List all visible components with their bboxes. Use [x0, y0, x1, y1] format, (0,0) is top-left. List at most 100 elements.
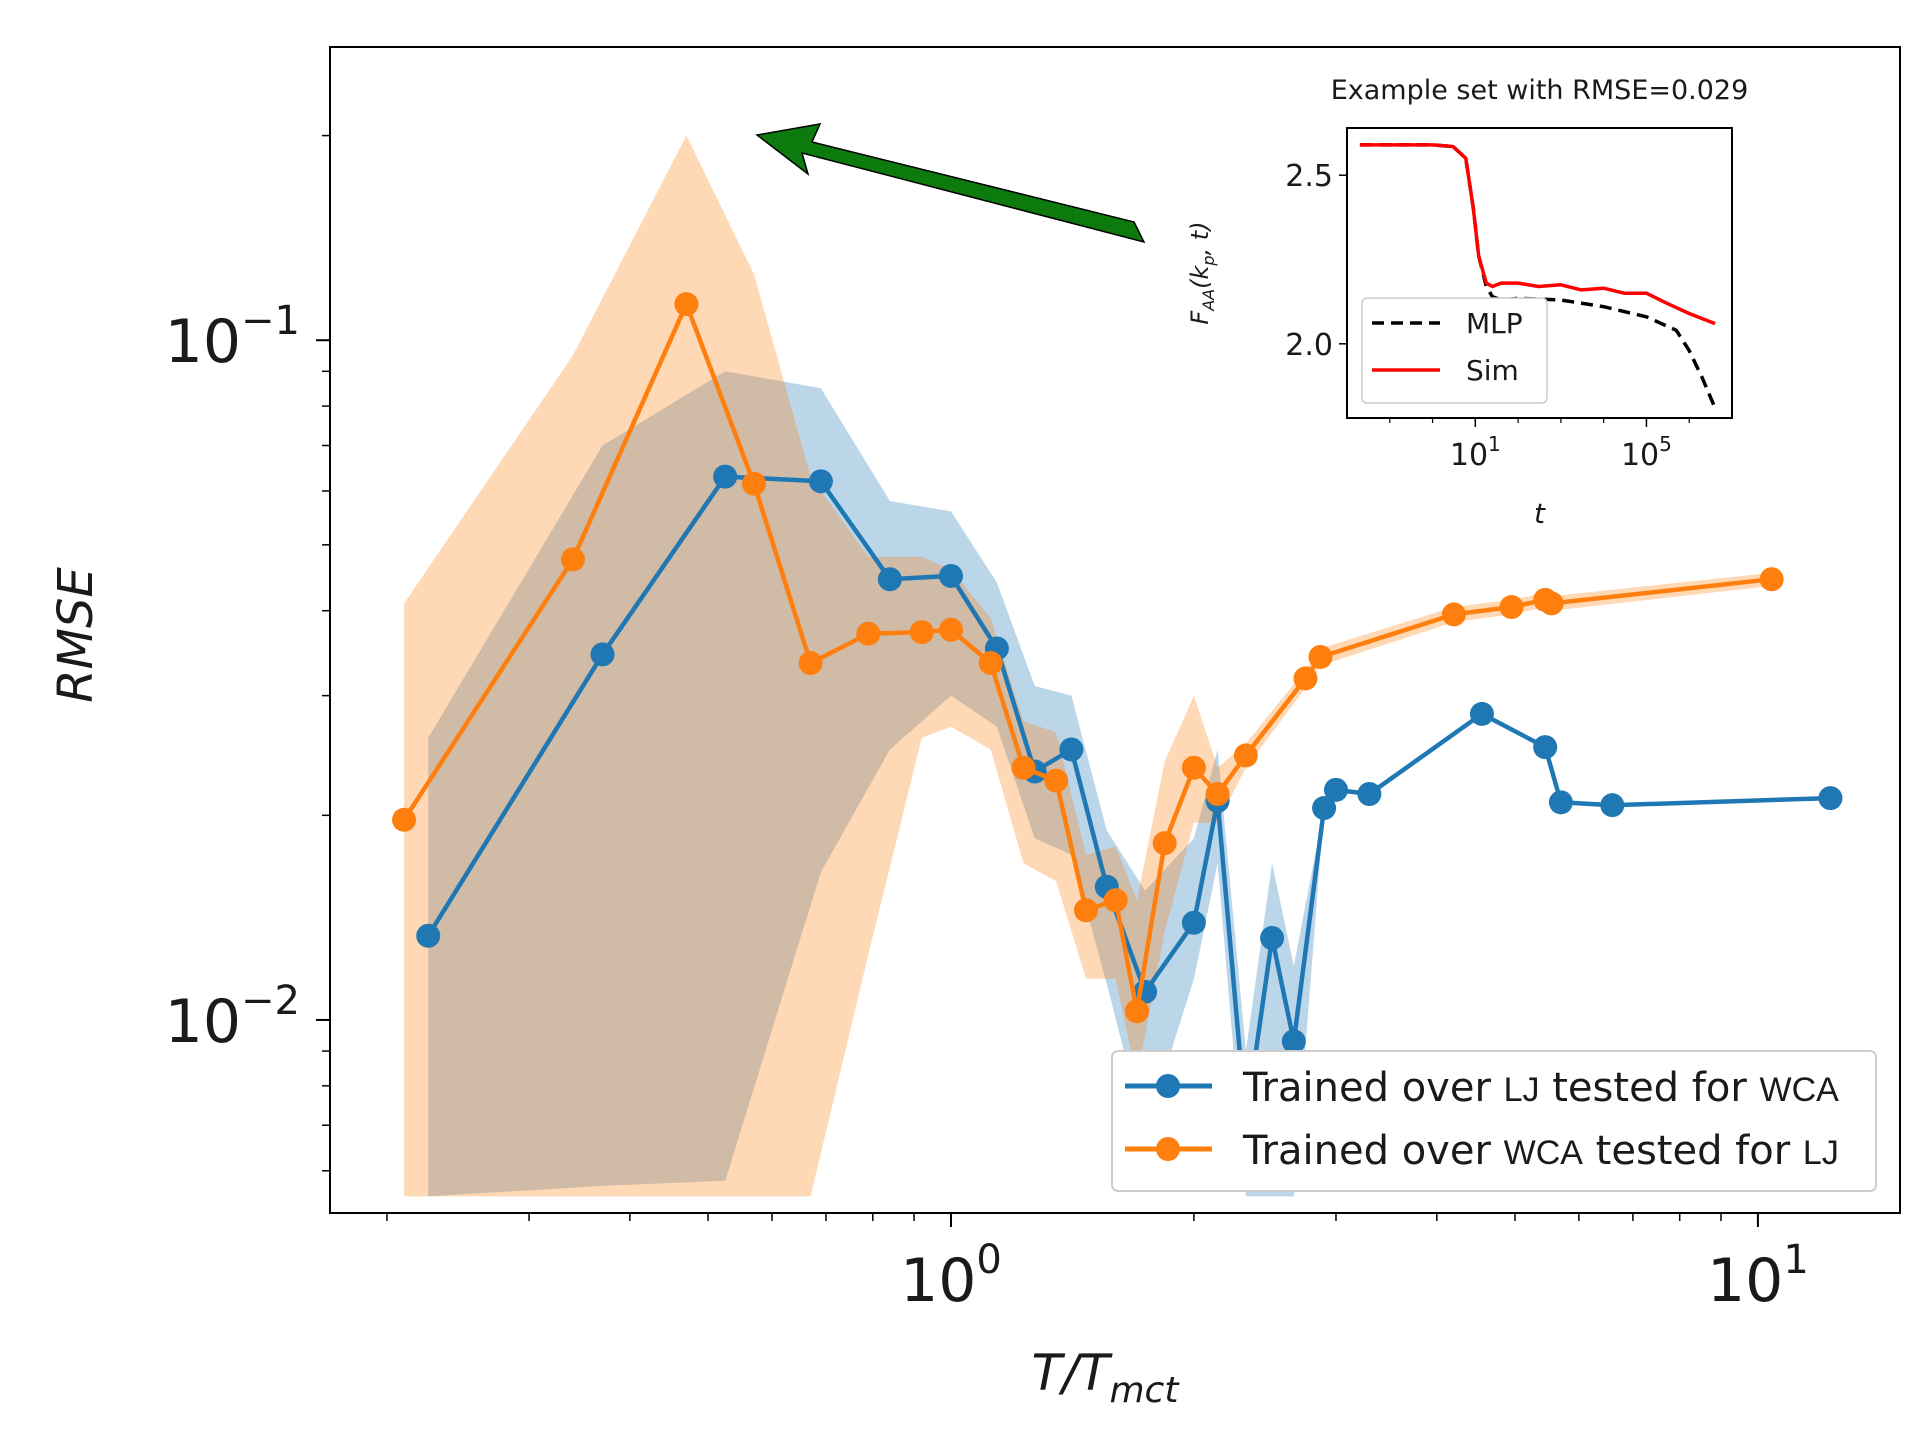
inset-line-sim: [1359, 143, 1716, 326]
confidence-bands: [404, 135, 1831, 1197]
inset-axes-frame: [1346, 127, 1733, 419]
data-point-series-1: [877, 567, 902, 592]
x-axis-label: T/Tmct: [1032, 1344, 1181, 1411]
y-axis-label: RMSE: [48, 567, 104, 703]
data-point-series-1: [1818, 786, 1843, 811]
legend-potential: LJ: [1504, 1071, 1540, 1109]
data-point-series-2: [1103, 888, 1128, 913]
y-tick-label: 10−1: [165, 298, 300, 377]
tick-base: 10: [165, 987, 241, 1057]
inset-y-axis-label: FAA(kp, t): [1186, 221, 1218, 324]
inset-legend-box: [1361, 297, 1548, 404]
tick-exponent: 0: [976, 1237, 1001, 1283]
x-tick-label: 101: [1707, 1237, 1809, 1316]
data-point-series-2: [1308, 644, 1333, 669]
inset-y-tick-label: 2.5: [1285, 159, 1333, 194]
data-point-series-2: [1759, 567, 1784, 592]
legend-text: tested for: [1540, 1065, 1760, 1111]
x-axis-label-sub: mct: [1109, 1370, 1180, 1411]
legend-potential: WCA: [1760, 1071, 1840, 1109]
legend-text: tested for: [1583, 1128, 1803, 1174]
data-point-series-2: [1124, 999, 1149, 1024]
tick-base: 10: [1621, 438, 1659, 473]
inset-x-axis-label: t: [1534, 497, 1546, 530]
data-point-series-1: [713, 464, 738, 489]
inset-y-tick-label: 2.0: [1285, 328, 1333, 363]
inset-x-tick-label: 101: [1450, 432, 1501, 473]
data-point-series-1: [1260, 925, 1285, 950]
legend-text: Trained over: [1242, 1065, 1504, 1111]
data-point-series-2: [560, 547, 585, 572]
data-point-series-2: [674, 292, 699, 317]
tick-base: 10: [1450, 438, 1488, 473]
data-point-series-1: [1533, 735, 1558, 760]
tick-base: 10: [900, 1246, 976, 1316]
inset-ylabel-args: (k: [1186, 265, 1214, 289]
x-axis-label-main: T/T: [1032, 1344, 1113, 1402]
tick-exponent: 1: [1783, 1237, 1808, 1283]
data-point-series-2: [1441, 602, 1466, 627]
legend-swatch-marker-1: [1156, 1074, 1180, 1098]
tick-exponent: 1: [1488, 432, 1501, 456]
data-point-series-1: [1281, 1029, 1306, 1054]
inset-ylabel-args-end: , t): [1186, 221, 1214, 255]
inset-legend-label-sim: Sim: [1466, 354, 1519, 387]
data-point-series-1: [1357, 781, 1382, 806]
legend-potential: WCA: [1504, 1134, 1584, 1172]
data-point-series-1: [938, 563, 963, 588]
inset-ylabel-sub: AA: [1199, 289, 1218, 312]
data-point-series-2: [1205, 781, 1230, 806]
data-point-series-2: [909, 620, 934, 645]
data-point-series-1: [1181, 910, 1206, 935]
data-point-series-2: [1152, 831, 1177, 856]
data-point-series-2: [1044, 768, 1069, 793]
data-point-series-2: [938, 617, 963, 642]
band-series-2: [404, 135, 1772, 1197]
main-axes-frame: [329, 46, 1901, 1214]
tick-exponent: −2: [241, 978, 300, 1024]
data-point-series-2: [741, 471, 766, 496]
y-tick-label: 10−2: [165, 978, 300, 1057]
data-point-series-2: [1293, 666, 1318, 691]
tick-exponent: −1: [241, 298, 300, 344]
inset-ylabel-args-sub: p: [1199, 255, 1218, 266]
inset-legend-label-mlp: MLP: [1466, 307, 1523, 340]
data-point-series-2: [1073, 898, 1098, 923]
data-point-series-1: [1469, 701, 1494, 726]
inset-title: Example set with RMSE=0.029: [1331, 75, 1749, 106]
legend-text: Trained over: [1242, 1128, 1504, 1174]
data-point-series-2: [392, 807, 417, 832]
data-point-series-1: [590, 642, 615, 667]
annotation-arrow: [755, 123, 1146, 244]
data-point-series-2: [1499, 595, 1524, 620]
data-point-series-2: [1181, 755, 1206, 780]
inset-x-tick-label: 105: [1621, 432, 1672, 473]
legend-potential: LJ: [1803, 1134, 1839, 1172]
tick-base: 10: [165, 307, 241, 377]
data-point-series-1: [416, 923, 441, 948]
data-series: [392, 292, 1843, 1134]
main-legend-box: [1111, 1050, 1877, 1192]
legend-label-1: Trained over LJ tested for WCA: [1242, 1065, 1839, 1111]
data-point-series-1: [1323, 777, 1348, 802]
data-point-series-1: [808, 469, 833, 494]
data-point-series-1: [1600, 793, 1625, 818]
inset-legend: MLP Sim: [1361, 297, 1548, 404]
data-point-series-2: [1233, 743, 1258, 768]
legend-label-2: Trained over WCA tested for LJ: [1242, 1128, 1839, 1174]
tick-base: 10: [1707, 1246, 1783, 1316]
data-point-series-1: [1548, 790, 1573, 815]
data-point-series-2: [1011, 755, 1036, 780]
tick-exponent: 5: [1659, 432, 1672, 456]
data-point-series-2: [798, 651, 823, 676]
x-tick-label: 100: [900, 1237, 1002, 1316]
data-point-series-2: [1539, 591, 1564, 616]
inset-ylabel-main: F: [1186, 310, 1214, 325]
band-series-1: [428, 371, 1831, 1197]
data-point-series-2: [978, 651, 1003, 676]
data-point-series-2: [856, 621, 881, 646]
